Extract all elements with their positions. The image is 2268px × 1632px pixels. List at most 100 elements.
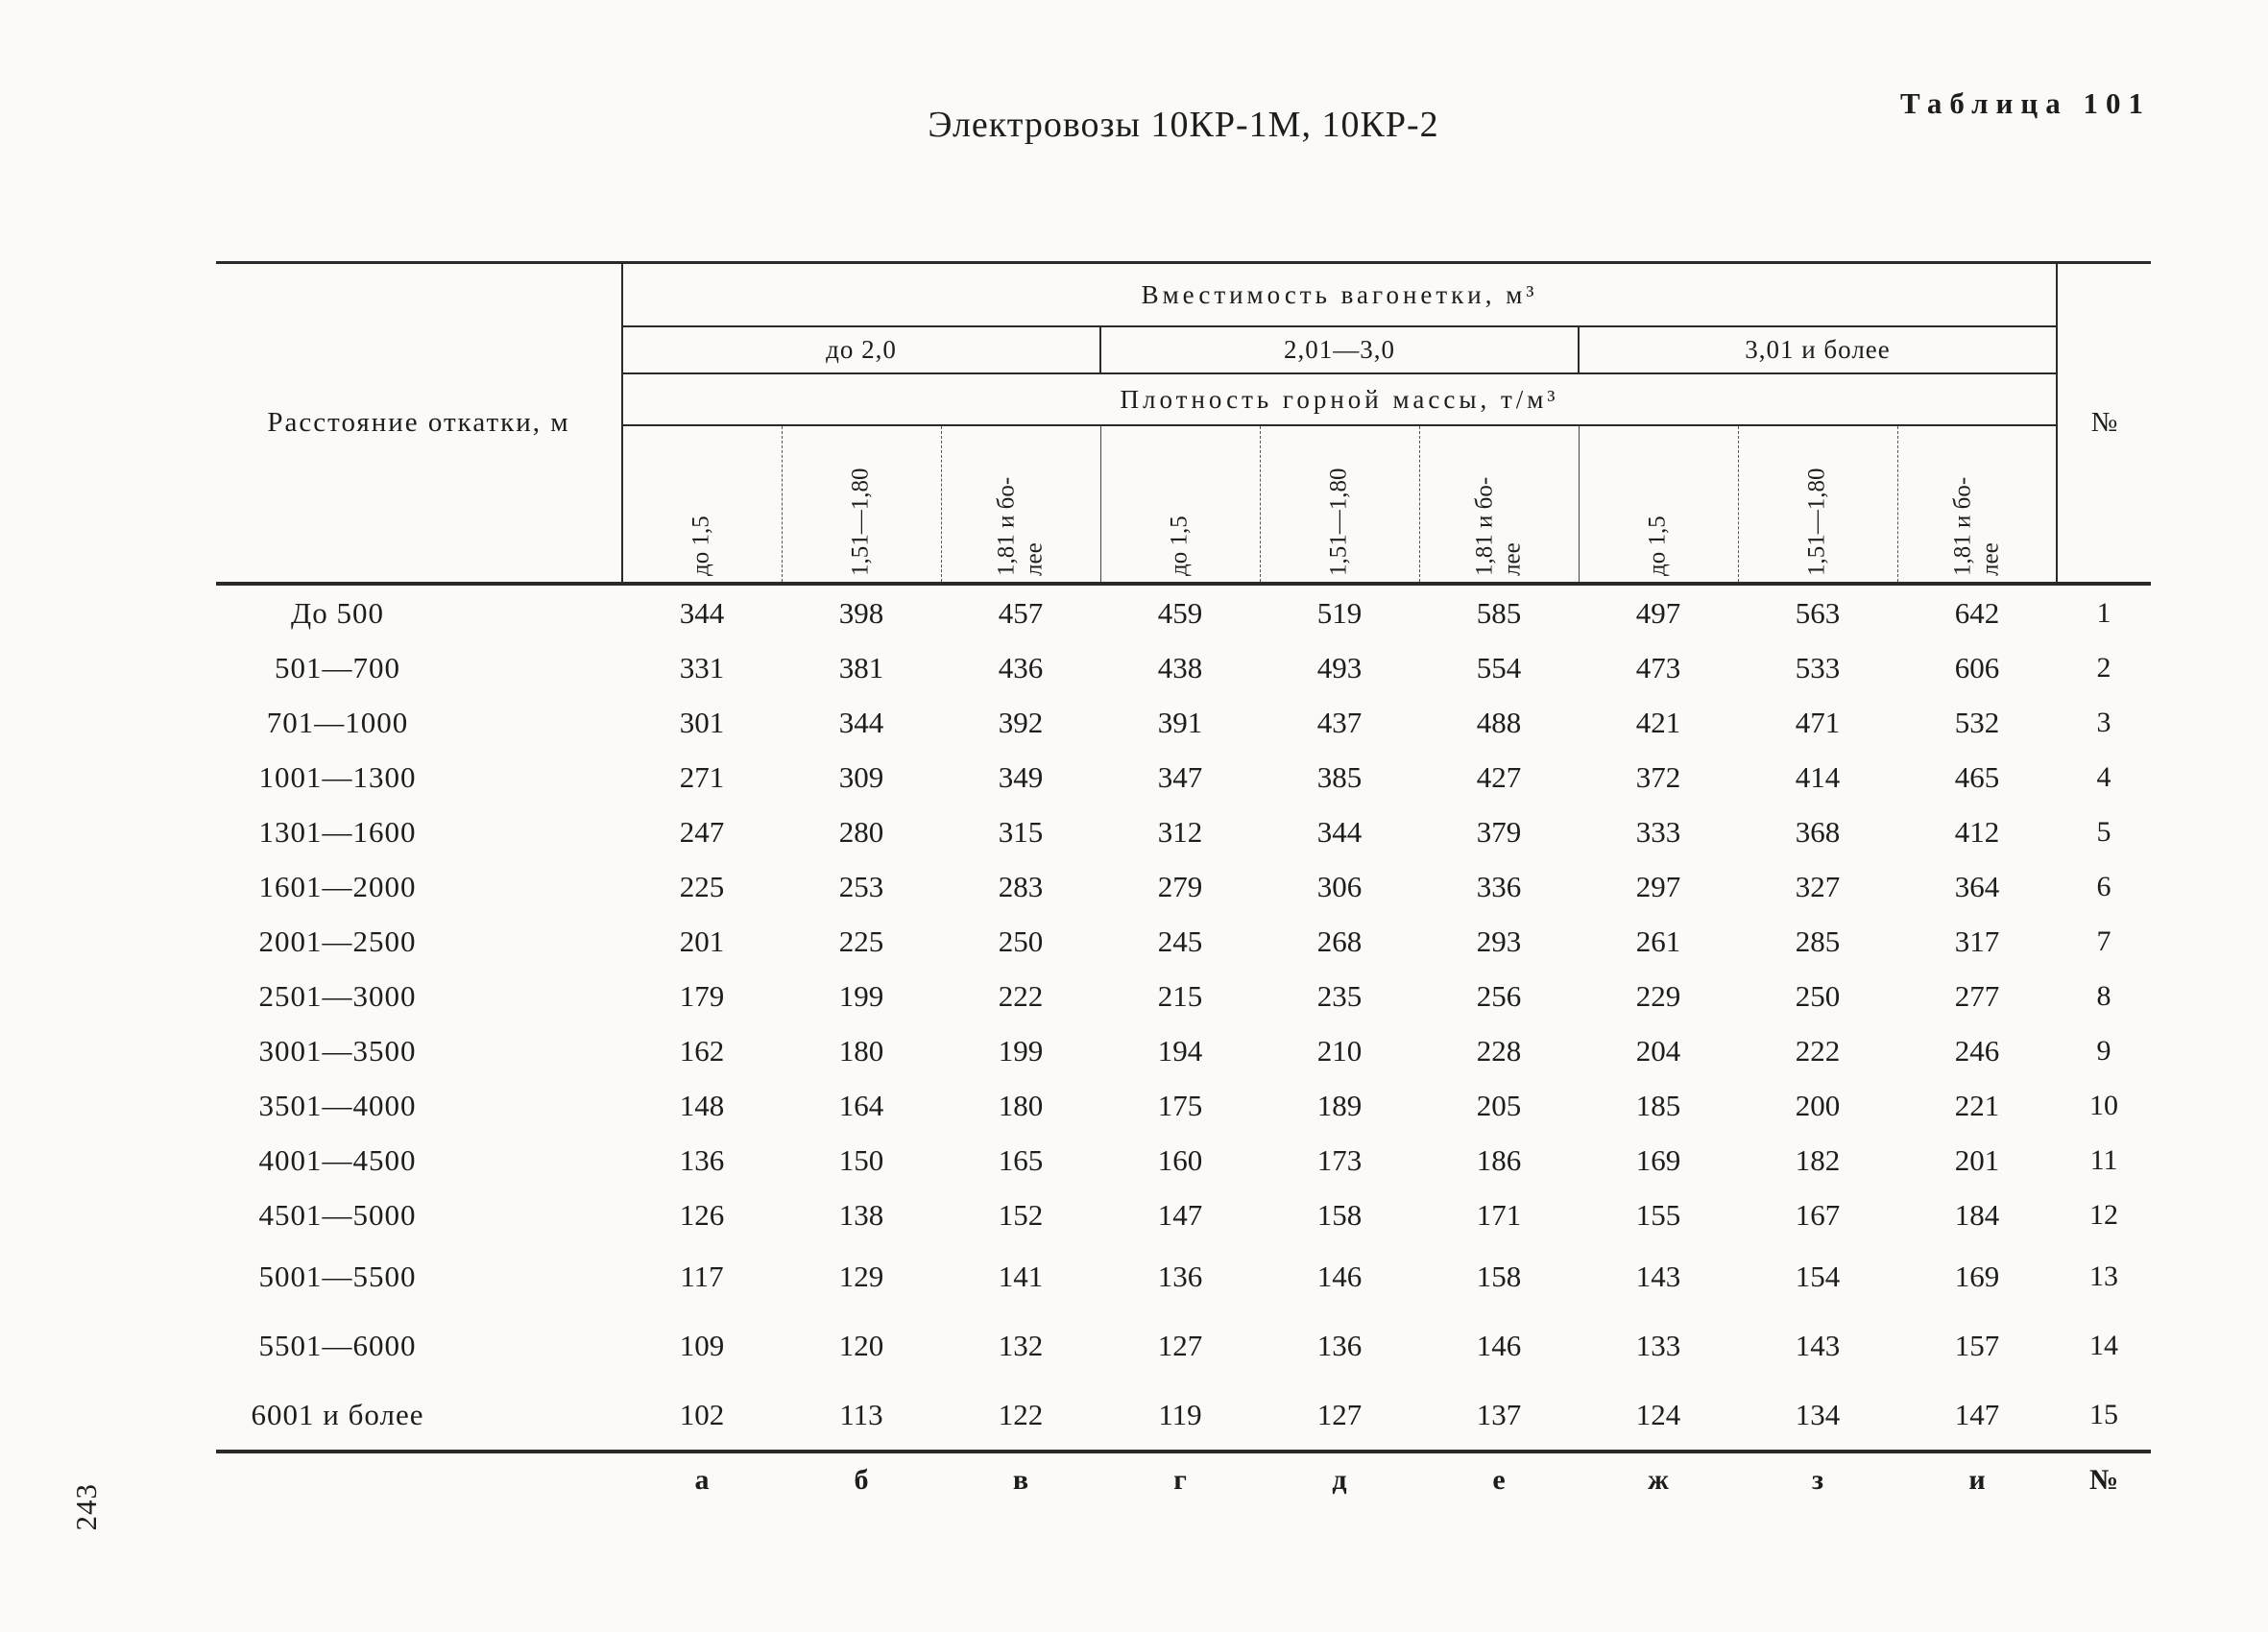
value-cell: 438 xyxy=(1157,650,1203,684)
table-row: 701—1000 301 344 392 391 437 488 421 471 532 3 xyxy=(216,695,2151,750)
value-cell: 119 xyxy=(1158,1398,1202,1431)
value-cell: 225 xyxy=(679,869,725,903)
value-cell: 215 xyxy=(1157,978,1203,1013)
rotated-label: 1,81 и бо- лее xyxy=(993,476,1047,576)
value-cell: 146 xyxy=(1316,1260,1363,1293)
value-cell: 167 xyxy=(1795,1197,1841,1232)
value-cell: 285 xyxy=(1795,924,1841,958)
value-cell: 279 xyxy=(1157,869,1203,903)
value-cell: 585 xyxy=(1476,595,1522,630)
value-cell: 497 xyxy=(1635,595,1681,630)
value-cell: 180 xyxy=(998,1088,1044,1122)
row-number: 3 xyxy=(2096,706,2111,738)
capacity-header: Вместимость вагонетки, м³ xyxy=(622,262,2058,327)
row-number: 10 xyxy=(2089,1089,2119,1121)
value-cell: 180 xyxy=(838,1033,884,1068)
column-letter: ж xyxy=(1579,1450,1738,1507)
table-row: 4501—5000 126 138 152 147 158 171 155 167 184 12 xyxy=(216,1188,2151,1242)
value-cell: 532 xyxy=(1954,705,2000,739)
row-label: 701—1000 xyxy=(266,705,409,739)
value-cell: 457 xyxy=(998,595,1044,630)
value-cell: 160 xyxy=(1157,1142,1203,1177)
row-number: 2 xyxy=(2096,651,2111,684)
row-label: 4501—5000 xyxy=(258,1197,417,1232)
value-cell: 271 xyxy=(679,759,725,794)
value-cell: 117 xyxy=(680,1260,724,1293)
value-cell: 169 xyxy=(1954,1260,2000,1293)
value-cell: 437 xyxy=(1316,705,1363,739)
table-row: 4001—4500 136 150 165 160 173 186 169 182 201 11 xyxy=(216,1133,2151,1188)
value-cell: 381 xyxy=(838,650,884,684)
row-header-label: Расстояние откатки, м xyxy=(216,262,623,586)
value-cell: 127 xyxy=(1316,1398,1363,1431)
value-cell: 228 xyxy=(1476,1033,1522,1068)
value-cell: 315 xyxy=(998,814,1044,849)
row-label: 3501—4000 xyxy=(258,1088,417,1122)
value-cell: 642 xyxy=(1954,595,2000,630)
rotated-label: 1,81 и бо- лее xyxy=(1471,476,1525,576)
value-cell: 132 xyxy=(998,1329,1044,1362)
value-cell: 147 xyxy=(1954,1398,2000,1431)
table-body: До 500 344 398 457 459 519 585 497 563 642 1 501—70… xyxy=(216,584,2151,1452)
value-cell: 301 xyxy=(679,705,725,739)
column-letter: в xyxy=(941,1450,1100,1507)
value-cell: 179 xyxy=(679,978,725,1013)
value-cell: 199 xyxy=(838,978,884,1013)
value-cell: 414 xyxy=(1795,759,1841,794)
capacity-group-1: до 2,0 xyxy=(622,326,1100,374)
value-cell: 133 xyxy=(1635,1329,1681,1362)
density-col-header: 1,51—1,80 xyxy=(781,425,941,586)
value-cell: 391 xyxy=(1157,705,1203,739)
row-label: 1301—1600 xyxy=(258,814,417,849)
value-cell: 247 xyxy=(679,814,725,849)
value-cell: 134 xyxy=(1795,1398,1841,1431)
value-cell: 336 xyxy=(1476,869,1522,903)
table-row: 2001—2500 201 225 250 245 268 293 261 285 317 7 xyxy=(216,914,2151,969)
value-cell: 421 xyxy=(1635,705,1681,739)
value-cell: 519 xyxy=(1316,595,1363,630)
value-cell: 385 xyxy=(1316,759,1363,794)
value-cell: 122 xyxy=(998,1398,1044,1431)
table-row: 3501—4000 148 164 180 175 189 205 185 200 221 10 xyxy=(216,1078,2151,1133)
density-col-header: до 1,5 xyxy=(622,425,782,586)
value-cell: 126 xyxy=(679,1197,725,1232)
value-cell: 317 xyxy=(1954,924,2000,958)
value-cell: 344 xyxy=(838,705,884,739)
value-cell: 171 xyxy=(1476,1197,1522,1232)
table-row: 1001—1300 271 309 349 347 385 427 372 414 465 4 xyxy=(216,750,2151,804)
density-col-header: 1,81 и бо- лее xyxy=(1896,425,2058,586)
value-cell: 312 xyxy=(1157,814,1203,849)
table-number-label: Таблица 101 xyxy=(1900,86,2151,120)
value-cell: 120 xyxy=(838,1329,884,1362)
value-cell: 189 xyxy=(1316,1088,1363,1122)
value-cell: 398 xyxy=(838,595,884,630)
value-cell: 210 xyxy=(1316,1033,1363,1068)
value-cell: 245 xyxy=(1157,924,1203,958)
value-cell: 182 xyxy=(1795,1142,1841,1177)
value-cell: 113 xyxy=(839,1398,883,1431)
table-row: До 500 344 398 457 459 519 585 497 563 642 1 xyxy=(216,584,2151,640)
table-footer: а б в г д е ж з и № xyxy=(216,1450,2152,1507)
value-cell: 372 xyxy=(1635,759,1681,794)
table-row: 1301—1600 247 280 315 312 344 379 333 368 412 5 xyxy=(216,804,2151,859)
value-cell: 222 xyxy=(998,978,1044,1013)
column-letter: з xyxy=(1738,1450,1897,1507)
row-number: 8 xyxy=(2096,979,2111,1012)
value-cell: 488 xyxy=(1476,705,1522,739)
capacity-group-3: 3,01 и более xyxy=(1577,326,2058,374)
value-cell: 186 xyxy=(1476,1142,1522,1177)
value-cell: 261 xyxy=(1635,924,1681,958)
value-cell: 235 xyxy=(1316,978,1363,1013)
row-number: 11 xyxy=(2089,1143,2118,1176)
value-cell: 158 xyxy=(1316,1197,1363,1232)
density-col-header: до 1,5 xyxy=(1099,425,1260,586)
value-cell: 162 xyxy=(679,1033,725,1068)
value-cell: 200 xyxy=(1795,1088,1841,1122)
row-number: 15 xyxy=(2089,1399,2119,1430)
value-cell: 344 xyxy=(1316,814,1363,849)
column-letter: г xyxy=(1100,1450,1260,1507)
row-label: 3001—3500 xyxy=(258,1033,417,1068)
value-cell: 364 xyxy=(1954,869,2000,903)
density-col-header: 1,51—1,80 xyxy=(1737,425,1897,586)
column-letter: д xyxy=(1260,1450,1419,1507)
